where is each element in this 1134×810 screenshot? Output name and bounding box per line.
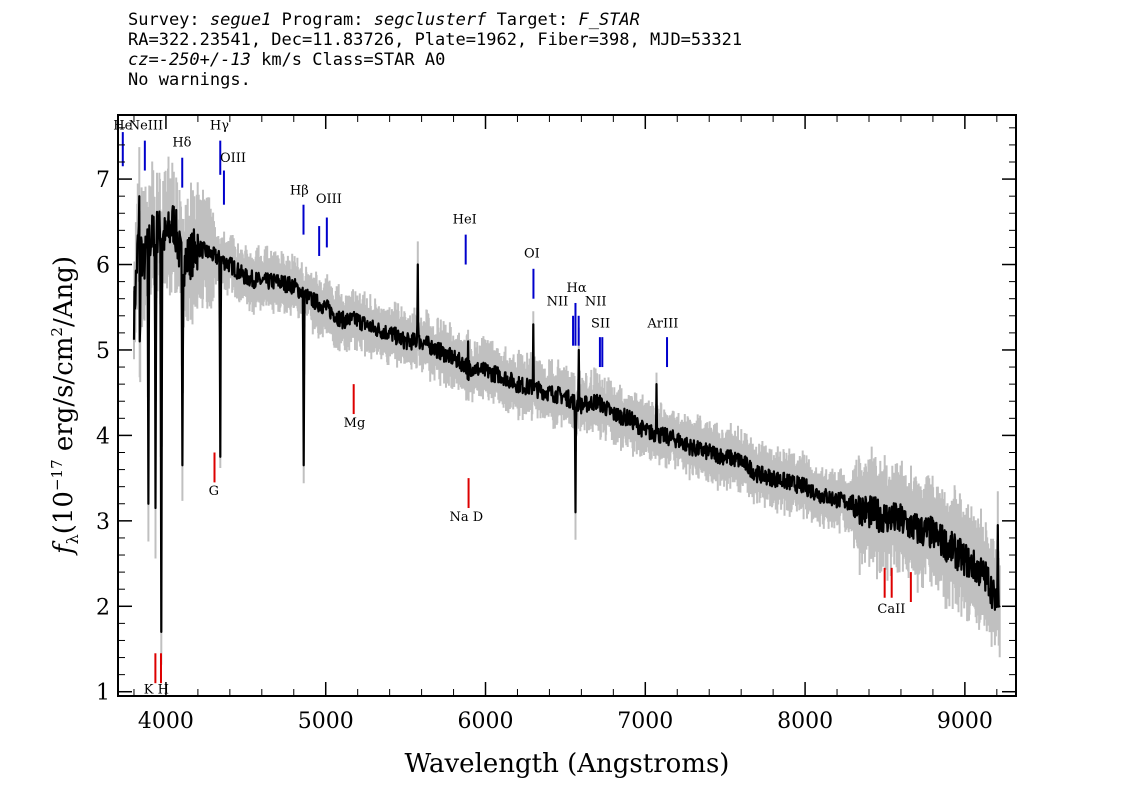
x-tick-label-3: 7000 xyxy=(617,709,673,734)
line-label-5: Hβ xyxy=(290,183,309,198)
y-axis-pre: (10 xyxy=(49,491,79,534)
y-tick-label-4: 5 xyxy=(96,339,110,364)
header-survey-line: Survey: segue1 Program: segclusterf Targ… xyxy=(128,10,742,30)
line-label-2: Hδ xyxy=(172,136,191,151)
header-redshift-line: cz=-250+/-13 km/s Class=STAR A0 xyxy=(128,50,742,70)
y-tick-label-0: 1 xyxy=(96,681,110,706)
line-label-4: OIII xyxy=(220,151,246,166)
y-tick-label-3: 4 xyxy=(96,424,110,449)
header-coordinates-line: RA=322.23541, Dec=11.83726, Plate=1962, … xyxy=(128,30,743,50)
x-axis-label: Wavelength (Angstroms) xyxy=(405,749,730,779)
y-tick-label-2: 3 xyxy=(96,510,110,535)
x-tick-label-4: 8000 xyxy=(777,709,833,734)
y-axis-exp1: −17 xyxy=(48,459,66,491)
line-label-13: ArIII xyxy=(646,317,678,332)
y-axis-exp2: 2 xyxy=(48,327,66,337)
line-label-18: CaII xyxy=(877,602,905,617)
line-label-11: NII xyxy=(585,295,607,310)
line-label-15: G xyxy=(209,484,219,499)
line-label-10: Hα xyxy=(567,281,587,296)
line-label-14: K H xyxy=(144,682,169,697)
line-label-7: HeI xyxy=(453,213,477,228)
x-tick-label-0: 4000 xyxy=(138,709,194,734)
cz-value: cz=-250+/-13 xyxy=(128,50,251,70)
y-axis-label: fλ(10−17 erg/s/cm2/Ang) xyxy=(48,256,82,556)
cz-unit-class: km/s Class=STAR A0 xyxy=(261,50,446,70)
survey-value: segue1 xyxy=(209,10,272,30)
line-label-8: OI xyxy=(524,247,540,262)
program-value: segclusterf xyxy=(373,10,487,30)
y-axis-post: /Ang) xyxy=(49,256,79,327)
y-axis-lambda: λ xyxy=(63,534,82,544)
target-value: F_STAR xyxy=(578,10,640,30)
y-tick-label-6: 7 xyxy=(96,168,110,193)
flux-layer xyxy=(132,195,1001,633)
y-tick-label-1: 2 xyxy=(96,595,110,620)
x-tick-label-5: 9000 xyxy=(937,709,993,734)
flux-series-line xyxy=(132,195,1001,633)
line-label-9: NII xyxy=(547,295,569,310)
program-label: Program: xyxy=(281,10,364,30)
spectrum-header: Survey: segue1 Program: segclusterf Targ… xyxy=(128,10,742,90)
target-label: Target: xyxy=(496,10,569,30)
axis-tick-layer: 4000 5000 6000 7000 8000 9000 1 2 3 4 5 6 7 xyxy=(96,115,1016,734)
line-label-3: Hγ xyxy=(210,119,229,134)
header-warnings-line: No warnings. xyxy=(128,70,251,90)
x-tick-label-1: 5000 xyxy=(298,709,354,734)
line-label-6: OIII xyxy=(316,192,342,207)
y-tick-label-5: 6 xyxy=(96,254,110,279)
line-label-17: Na D xyxy=(449,510,483,525)
survey-label: Survey: xyxy=(128,10,200,30)
line-label-12: SII xyxy=(591,317,610,332)
line-label-1: NeIII xyxy=(129,119,163,134)
plot-frame xyxy=(117,114,1017,697)
x-tick-label-2: 6000 xyxy=(458,709,514,734)
line-label-16: Mg xyxy=(344,416,366,431)
y-axis-mid: erg/s/cm xyxy=(49,337,79,460)
